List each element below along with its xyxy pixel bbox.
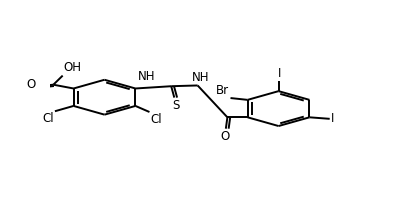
Text: I: I [278,67,281,80]
Text: NH: NH [138,71,155,84]
Text: Br: Br [216,84,229,97]
Text: Cl: Cl [42,112,54,125]
Text: NH: NH [192,71,209,84]
Text: I: I [331,112,334,125]
Text: O: O [220,130,229,143]
Text: Cl: Cl [151,113,162,126]
Text: O: O [27,78,36,91]
Text: S: S [172,99,180,112]
Text: OH: OH [63,61,81,74]
